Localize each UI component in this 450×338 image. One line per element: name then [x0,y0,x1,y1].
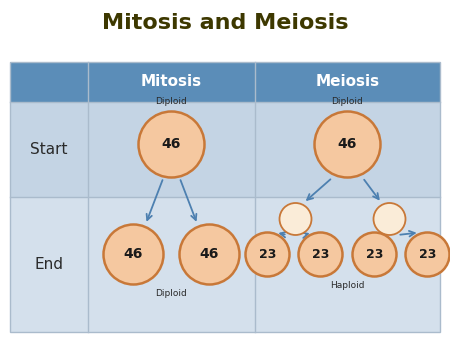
Bar [10,62,440,102]
Text: Start: Start [30,142,68,157]
Text: End: End [35,257,63,272]
Text: 23: 23 [419,248,436,261]
Text: Mitosis and Meiosis: Mitosis and Meiosis [102,13,348,33]
Text: Haploid: Haploid [330,282,365,290]
Circle shape [352,233,396,276]
Circle shape [279,203,311,235]
Text: 46: 46 [338,138,357,151]
Text: Meiosis: Meiosis [315,74,379,90]
Text: 23: 23 [259,248,276,261]
Text: 23: 23 [366,248,383,261]
Circle shape [298,233,342,276]
Circle shape [374,203,405,235]
Text: Diploid: Diploid [156,97,187,106]
Circle shape [315,112,381,177]
Circle shape [104,224,163,285]
Text: Diploid: Diploid [156,290,187,298]
Text: 23: 23 [312,248,329,261]
Circle shape [139,112,204,177]
Bar [10,197,440,332]
Text: Mitosis: Mitosis [141,74,202,90]
Bar [10,62,440,332]
Text: Diploid: Diploid [332,97,364,106]
Text: 46: 46 [162,138,181,151]
Circle shape [405,233,450,276]
Bar [10,102,440,197]
Circle shape [180,224,239,285]
Circle shape [246,233,289,276]
Text: 46: 46 [124,247,143,262]
Text: 46: 46 [200,247,219,262]
